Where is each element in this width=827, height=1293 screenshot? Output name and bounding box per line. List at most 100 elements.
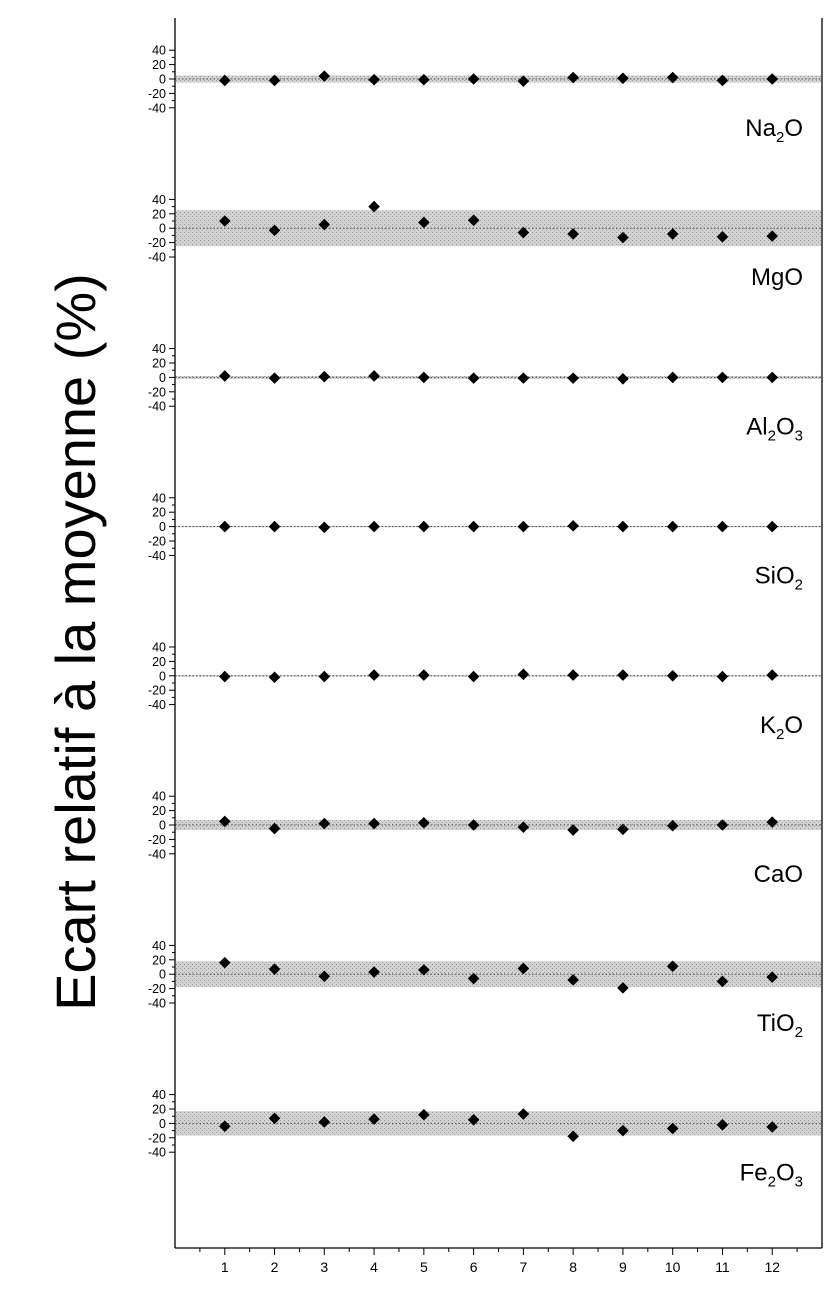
- data-point: [666, 960, 679, 973]
- data-point: [567, 669, 579, 681]
- data-point: [617, 1124, 629, 1137]
- data-point: [617, 520, 629, 533]
- oxide-label: SiO2: [755, 563, 803, 594]
- oxide-label-text: K: [760, 712, 776, 739]
- data-point: [318, 521, 331, 534]
- data-point: [567, 372, 579, 384]
- y-tick-label: 20: [152, 655, 166, 669]
- data-point: [567, 520, 579, 532]
- data-point: [418, 669, 430, 681]
- uncertainty-band: [176, 525, 821, 528]
- oxide-label-subscript: 3: [795, 1173, 803, 1190]
- data-point: [368, 1113, 380, 1125]
- data-point: [716, 231, 729, 243]
- data-point: [766, 230, 779, 242]
- data-point: [418, 817, 430, 829]
- oxide-label: MgO: [751, 264, 803, 291]
- data-point: [617, 373, 629, 385]
- oxide-label-subscript: 3: [795, 427, 803, 444]
- data-point: [766, 1121, 779, 1133]
- data-point: [467, 73, 480, 85]
- data-point: [766, 816, 779, 828]
- y-tick-label: -40: [148, 251, 166, 265]
- y-tick-label: 20: [152, 207, 166, 221]
- oxide-label-subscript: 2: [776, 129, 784, 146]
- x-tick-label: 11: [715, 1259, 730, 1275]
- y-tick-label: 40: [152, 44, 166, 58]
- y-tick-label: 20: [152, 58, 166, 72]
- oxide-label-text: O: [784, 712, 803, 739]
- data-point: [567, 228, 579, 240]
- y-tick-label: -40: [148, 1146, 166, 1160]
- y-tick-label: -40: [148, 847, 166, 861]
- data-point: [368, 200, 380, 213]
- y-tick-label: 40: [152, 939, 166, 953]
- uncertainty-band: [176, 375, 821, 379]
- y-tick-label: 0: [159, 371, 166, 385]
- oxide-label-text: O: [776, 413, 795, 440]
- data-point: [517, 372, 530, 384]
- y-tick-label: 20: [152, 357, 166, 371]
- oxide-label-subscript: 2: [795, 577, 803, 594]
- y-tick-label: 40: [152, 491, 166, 505]
- data-point: [318, 370, 331, 383]
- data-point: [517, 821, 530, 833]
- y-tick-label: -20: [148, 535, 166, 549]
- oxide-label-text: Al: [746, 413, 767, 440]
- data-point: [716, 520, 729, 533]
- oxide-label: K2O: [760, 712, 803, 743]
- data-point: [517, 668, 530, 681]
- data-point: [368, 370, 380, 382]
- y-tick-label: -40: [148, 101, 166, 115]
- y-tick-label: -20: [148, 833, 166, 847]
- y-tick-label: -20: [148, 385, 166, 399]
- y-tick-label: 0: [159, 669, 166, 683]
- data-point: [467, 972, 480, 985]
- y-tick-label: 0: [159, 1117, 166, 1131]
- x-tick-label: 8: [569, 1259, 577, 1275]
- data-point: [716, 371, 729, 384]
- x-tick-label: 4: [370, 1259, 378, 1275]
- data-point: [467, 819, 480, 831]
- data-point: [368, 520, 380, 533]
- data-point: [318, 817, 331, 830]
- oxide-label-subscript: 2: [768, 427, 776, 444]
- oxide-label: Al2O3: [746, 413, 803, 444]
- data-point: [567, 974, 579, 986]
- data-point: [467, 372, 480, 384]
- x-tick-label: 3: [320, 1259, 328, 1275]
- data-point: [617, 669, 629, 681]
- data-point: [716, 975, 729, 988]
- x-tick-label: 9: [619, 1259, 627, 1275]
- oxide-label-text: O: [776, 1159, 795, 1186]
- data-point: [716, 819, 729, 831]
- data-point: [368, 73, 380, 86]
- data-point: [517, 75, 530, 87]
- oxide-label-subscript: 2: [768, 1173, 776, 1190]
- data-point: [218, 815, 231, 828]
- data-point: [318, 670, 331, 683]
- x-tick-label: 10: [665, 1259, 681, 1275]
- uncertainty-band: [176, 675, 821, 677]
- y-tick-label: -40: [148, 997, 166, 1011]
- data-point: [716, 670, 729, 683]
- data-point: [567, 824, 579, 836]
- data-point: [218, 670, 231, 683]
- y-tick-label: -40: [148, 549, 166, 563]
- data-point: [617, 72, 629, 85]
- data-point: [666, 819, 679, 832]
- data-point: [418, 216, 430, 229]
- data-point: [318, 218, 331, 231]
- y-tick-label: 0: [159, 73, 166, 87]
- oxide-label-text: Na: [745, 115, 776, 142]
- data-point: [268, 372, 281, 384]
- x-tick-label: 6: [470, 1259, 478, 1275]
- y-tick-label: -20: [148, 87, 166, 101]
- data-point: [318, 1116, 331, 1128]
- data-point: [666, 520, 679, 533]
- data-point: [268, 671, 281, 684]
- oxide-label: CaO: [754, 861, 803, 888]
- data-point: [666, 670, 679, 682]
- data-point: [368, 669, 380, 681]
- y-tick-label: 0: [159, 520, 166, 534]
